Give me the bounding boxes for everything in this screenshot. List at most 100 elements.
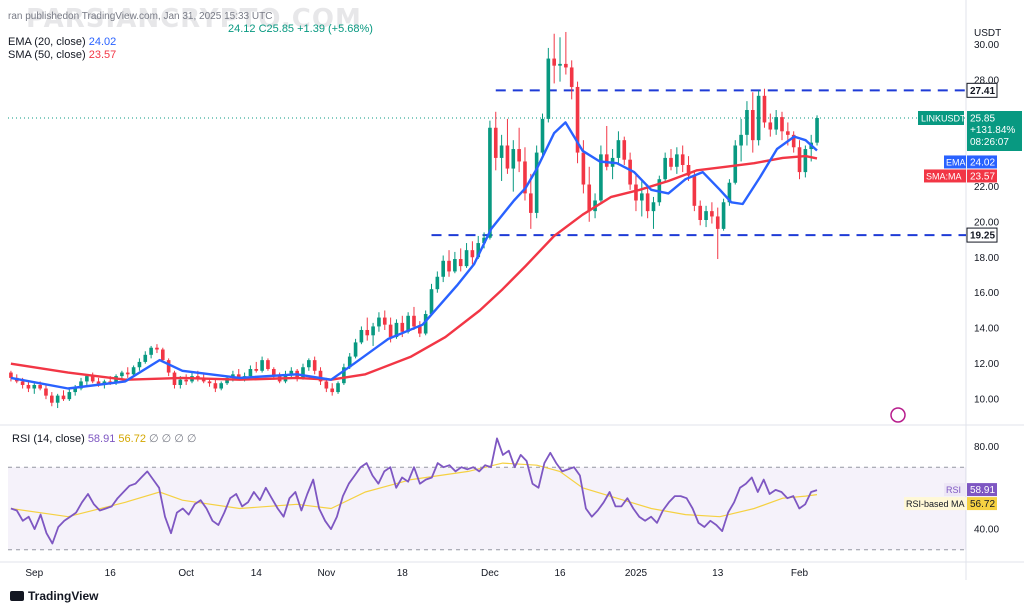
candle-body [529,193,533,213]
candle-body [435,276,440,290]
time-tick-label: Sep [25,568,43,579]
candle-body [20,381,25,385]
candle-body [768,122,773,130]
candle-body [423,314,428,334]
candle-body [365,329,370,336]
candle-body [9,372,13,378]
candle-body [301,367,305,378]
time-tick-label: 14 [251,568,263,579]
time-tick-label: 2025 [625,568,648,579]
rsi-legend[interactable]: RSI (14, close) 58.91 56.72 ∅ ∅ ∅ ∅ [12,432,197,445]
candle-body [745,110,749,135]
source-line: ran publishedon TradingView.com, Jan 31,… [8,11,273,22]
price-tick-label: 30.00 [974,40,999,51]
candle-body [604,154,609,167]
level-price-label: 27.41 [970,86,995,97]
sma-tag-bg [924,169,966,183]
time-tick-label: 13 [712,568,724,579]
candle-body [207,381,212,384]
last-price-value: 25.85 [970,114,995,125]
time-tick-label: Nov [317,568,335,579]
last-price-change: +131.84% [970,125,1015,136]
candle-body [347,356,352,368]
rsi-value-tag [967,483,997,497]
candle-body [236,374,241,378]
ema-legend[interactable]: EMA (20, close) 24.02 [8,36,373,49]
candle-body [493,127,498,158]
level-price-tag [966,227,998,243]
price-tick-label: 20.00 [974,217,999,228]
candle-body [184,379,188,382]
candle-body [318,370,323,382]
price-tick-label: 22.00 [974,182,999,193]
rsi-ma-tag-name: RSI-based MA [906,499,965,509]
candle-body [125,372,130,375]
candle-body [645,193,650,212]
tradingview-logo-icon [10,591,24,601]
candle-body [418,326,422,334]
candle-body [628,159,632,185]
candle-body [400,322,405,332]
candle-body [803,149,808,173]
currency-label: USDT [974,28,1001,39]
price-tick-label: 18.00 [974,253,999,264]
ema-value-label: 24.02 [970,157,995,168]
rsi-tag-bg [944,483,966,497]
candle-body [721,202,726,229]
candle-body [388,324,393,338]
bar-countdown: 08:26:07 [970,137,1009,148]
candle-body [505,145,510,169]
candle-body [266,360,270,370]
level-price-tag [966,82,998,98]
events-icon [890,407,906,423]
rsi-ma-value-tag [967,497,997,511]
candle-body [336,383,340,393]
candle-body [55,395,60,403]
sma-legend[interactable]: SMA (50, close) 23.57 [8,49,373,62]
candle-body [61,395,66,400]
candle-body [488,127,492,238]
candle-body [85,376,89,382]
candle-body [552,58,556,66]
candle-body [382,317,387,325]
candle-body [166,360,171,373]
last-price-tag [967,111,1022,151]
candle-body [698,205,703,220]
candle-body [120,372,124,377]
candle-body [692,175,697,206]
candle-body [756,95,761,141]
candle-body [558,63,562,66]
candle-body [564,63,568,68]
sma-legend-value: 23.57 [88,49,117,61]
candle-body [353,342,358,357]
candle-body [213,383,218,389]
candle-body [90,376,95,382]
candle-body [453,259,457,272]
candle-body [371,326,375,336]
candle-body [312,360,317,371]
candle-body [447,260,451,272]
candle-body [750,110,755,141]
candle-body [791,134,796,148]
time-tick-label: Dec [481,568,499,579]
ema-legend-label: EMA (20, close) [8,36,86,48]
candle-body [587,184,592,212]
sma-legend-label: SMA (50, close) [8,49,86,61]
tradingview-logo[interactable]: TradingView [10,589,98,603]
candle-body [639,193,644,201]
rsi-legend-value: 58.91 [87,433,116,445]
candle-body [441,260,445,277]
rsi-ma-tag-bg [904,497,966,511]
rsi-tick-label: 80.00 [974,442,999,453]
candle-body [406,315,410,332]
time-tick-label: 16 [105,568,117,579]
candle-body [739,134,743,146]
candle-body [394,322,399,338]
rsi-ma-value-label: 56.72 [970,499,995,510]
candle-body [786,131,790,135]
candle-body [73,388,77,393]
ohlc-values: 24.12 C25.85 +1.39 (+5.68%) [228,23,373,35]
candle-body [675,154,679,167]
candle-body [622,140,627,160]
